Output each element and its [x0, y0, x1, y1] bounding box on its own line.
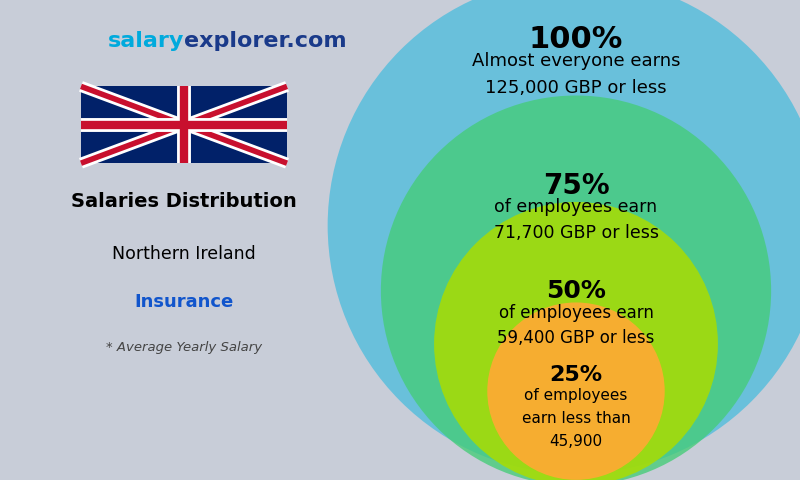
Text: 45,900: 45,900 [550, 434, 602, 449]
Circle shape [487, 302, 665, 480]
Text: earn less than: earn less than [522, 411, 630, 426]
Text: * Average Yearly Salary: * Average Yearly Salary [106, 341, 262, 354]
Text: 71,700 GBP or less: 71,700 GBP or less [494, 225, 658, 242]
Text: Almost everyone earns: Almost everyone earns [472, 52, 680, 70]
Circle shape [434, 202, 718, 480]
Text: 50%: 50% [546, 279, 606, 303]
Text: 25%: 25% [550, 365, 602, 385]
Text: 100%: 100% [529, 24, 623, 54]
Text: Insurance: Insurance [134, 293, 234, 311]
Text: Salaries Distribution: Salaries Distribution [71, 192, 297, 211]
Text: 125,000 GBP or less: 125,000 GBP or less [485, 79, 667, 96]
Text: salary: salary [108, 31, 184, 51]
Text: of employees earn: of employees earn [498, 304, 654, 322]
FancyBboxPatch shape [81, 86, 287, 163]
Text: 75%: 75% [542, 172, 610, 200]
Text: of employees: of employees [524, 388, 628, 403]
Text: 59,400 GBP or less: 59,400 GBP or less [498, 329, 654, 347]
Circle shape [328, 0, 800, 474]
Text: explorer.com: explorer.com [184, 31, 346, 51]
Text: of employees earn: of employees earn [494, 198, 658, 216]
Text: Northern Ireland: Northern Ireland [112, 245, 256, 263]
Circle shape [381, 96, 771, 480]
